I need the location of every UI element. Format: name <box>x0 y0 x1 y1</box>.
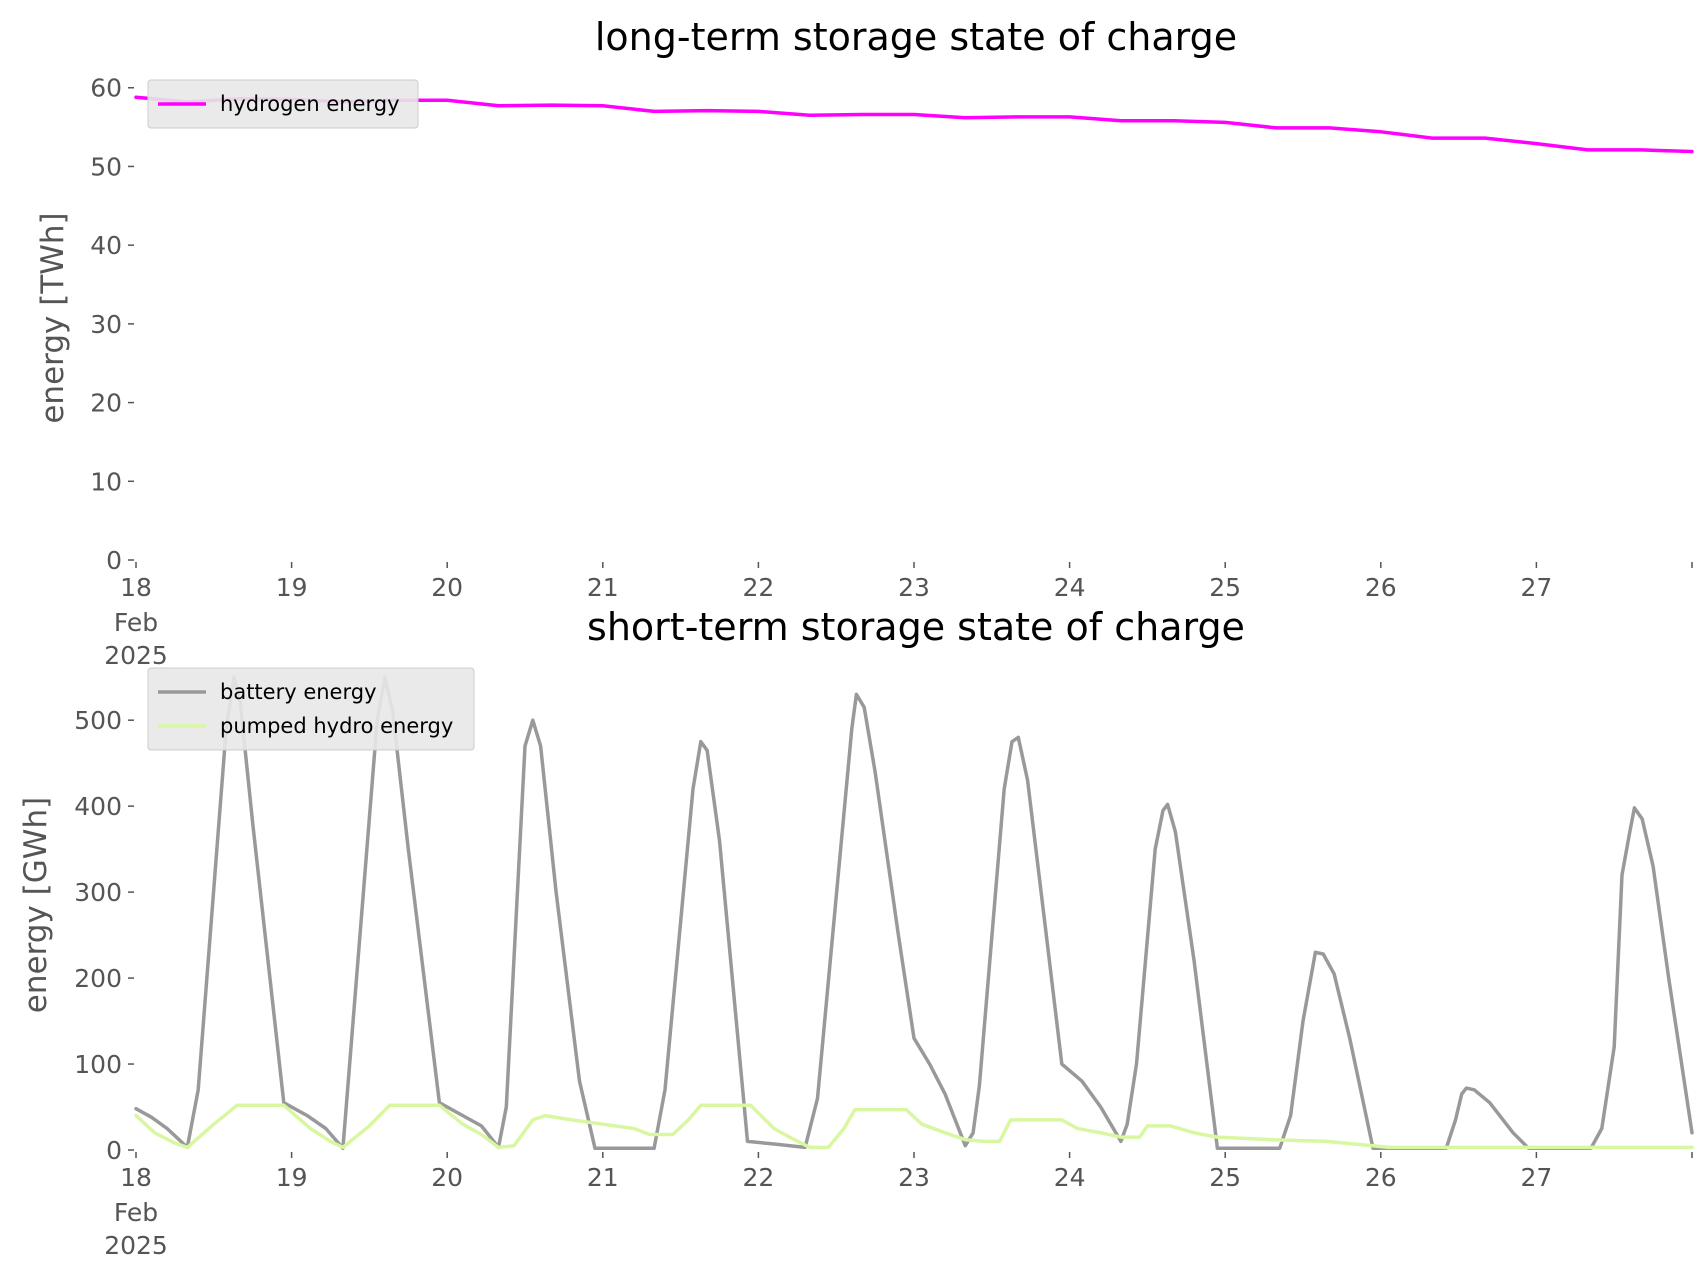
legend: hydrogen energy <box>147 79 419 129</box>
x-ticks: 18 Feb 2025 19 20 21 22 23 24 25 26 27 <box>104 1152 1693 1260</box>
y-tick-label: 30 <box>90 310 122 339</box>
x-tick-label: 18 <box>120 1163 152 1192</box>
legend-label: hydrogen energy <box>220 92 400 116</box>
short-term-storage-chart: short-term storage state of charge energ… <box>18 605 1694 1260</box>
legend: battery energy pumped hydro energy <box>147 667 475 751</box>
x-tick-label: 26 <box>1365 1163 1397 1192</box>
x-tick-label: 24 <box>1054 1163 1086 1192</box>
x-tick-label: 21 <box>587 1163 619 1192</box>
chart-title: long-term storage state of charge <box>595 15 1237 59</box>
x-tick-month-label: Feb <box>114 608 158 637</box>
y-axis-label: energy [GWh] <box>18 797 54 1013</box>
x-tick-label: 19 <box>276 1163 308 1192</box>
x-tick-label: 26 <box>1365 573 1397 602</box>
y-ticks: 0 10 20 30 40 50 60 <box>90 74 134 575</box>
x-tick-label: 27 <box>1520 573 1552 602</box>
y-tick-label: 300 <box>74 878 122 907</box>
y-tick-label: 60 <box>90 74 122 103</box>
x-tick-label: 23 <box>898 1163 930 1192</box>
x-tick-month-label: Feb <box>114 1198 158 1227</box>
long-term-storage-chart: long-term storage state of charge energy… <box>35 15 1694 670</box>
y-ticks: 0 100 200 300 400 500 <box>74 706 134 1165</box>
x-tick-label: 23 <box>898 573 930 602</box>
legend-box <box>147 79 419 129</box>
x-tick-label: 25 <box>1209 1163 1241 1192</box>
y-tick-label: 400 <box>74 792 122 821</box>
y-tick-label: 40 <box>90 231 122 260</box>
y-tick-label: 50 <box>90 152 122 181</box>
x-tick-label: 27 <box>1520 1163 1552 1192</box>
y-tick-label: 0 <box>106 1136 122 1165</box>
y-tick-label: 200 <box>74 964 122 993</box>
x-tick-label: 22 <box>742 1163 774 1192</box>
x-tick-label: 20 <box>431 573 463 602</box>
x-tick-label: 24 <box>1054 573 1086 602</box>
x-tick-label: 18 <box>120 573 152 602</box>
x-tick-label: 19 <box>276 573 308 602</box>
legend-label: pumped hydro energy <box>220 714 453 738</box>
series-line-pumped-hydro-energy <box>134 1103 1694 1150</box>
y-tick-label: 100 <box>74 1050 122 1079</box>
x-tick-label: 22 <box>742 573 774 602</box>
y-tick-label: 500 <box>74 706 122 735</box>
x-tick-label: 21 <box>587 573 619 602</box>
y-tick-label: 10 <box>90 467 122 496</box>
x-tick-year-label: 2025 <box>104 641 168 670</box>
legend-label: battery energy <box>220 680 377 704</box>
y-tick-label: 20 <box>90 389 122 418</box>
chart-title: short-term storage state of charge <box>587 605 1245 649</box>
x-tick-label: 20 <box>431 1163 463 1192</box>
y-tick-label: 0 <box>106 546 122 575</box>
y-axis-label: energy [TWh] <box>35 212 71 423</box>
x-ticks: 18 Feb 2025 19 20 21 22 23 24 25 26 27 <box>104 562 1693 670</box>
x-tick-year-label: 2025 <box>104 1231 168 1260</box>
x-tick-label: 25 <box>1209 573 1241 602</box>
legend-box <box>147 667 475 751</box>
